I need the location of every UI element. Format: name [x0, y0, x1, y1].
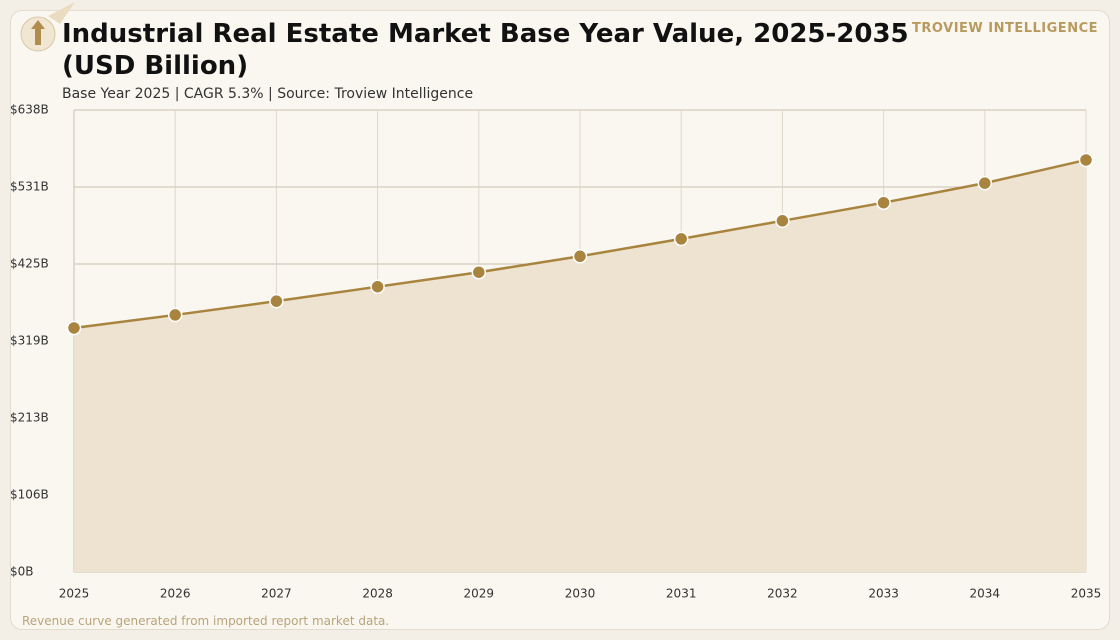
point [66, 320, 82, 336]
x-tick-label: 2030 [565, 587, 596, 601]
y-tick-label: $319B [10, 334, 49, 348]
chart-title: Industrial Real Estate Market Base Year … [62, 19, 909, 81]
point [370, 279, 385, 294]
x-tick-label: 2035 [1071, 587, 1102, 601]
brand: TROVIEW INTELLIGENCE [912, 21, 1098, 36]
x-tick-label: 2026 [160, 587, 191, 601]
point [977, 175, 993, 191]
x-tick-label: 2029 [464, 587, 495, 601]
x-tick-label: 2028 [362, 587, 393, 601]
y-tick-label: $531B [10, 179, 49, 193]
area [74, 159, 1086, 572]
point [673, 231, 689, 247]
x-tick-label: 2025 [59, 587, 90, 601]
x-tick-label: 2033 [868, 587, 899, 601]
x-tick-label: 2027 [261, 587, 292, 601]
logo-icon [20, 2, 75, 52]
x-tick-label: 2031 [666, 587, 697, 601]
x-tick-label: 2032 [767, 587, 798, 601]
point [1078, 152, 1094, 168]
point [775, 213, 790, 229]
chart-subtitle: Base Year 2025 | CAGR 5.3% | Source: Tro… [62, 86, 474, 102]
y-tick-label: $425B [10, 257, 49, 271]
y-tick-label: $638B [10, 103, 49, 117]
point [471, 264, 487, 280]
point [572, 249, 588, 264]
y-tick-label: $0B [10, 565, 34, 579]
point [876, 195, 891, 210]
footnote: Revenue curve generated from imported re… [22, 614, 390, 628]
point [269, 293, 284, 309]
point [167, 307, 183, 323]
y-tick-label: $213B [10, 410, 49, 424]
x-tick-label: 2034 [970, 587, 1001, 601]
y-tick-label: $106B [10, 488, 49, 502]
